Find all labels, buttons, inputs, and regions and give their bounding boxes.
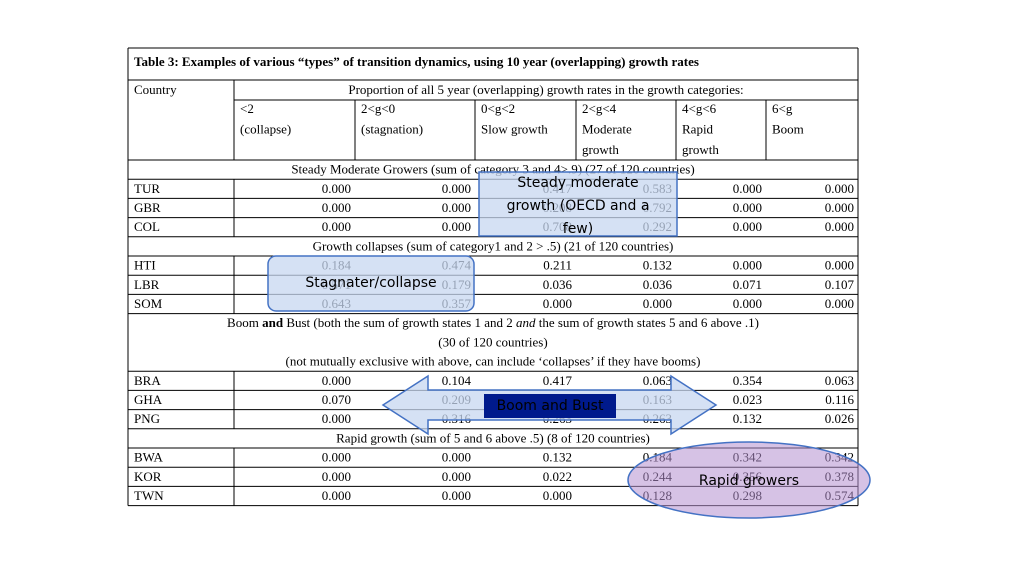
cell-value: 0.000 — [322, 373, 351, 388]
cell-value: 0.132 — [733, 411, 762, 426]
cell-value: 0.000 — [643, 296, 672, 311]
cell-value: 0.000 — [825, 258, 854, 273]
cell-value: 0.000 — [825, 200, 854, 215]
column-header: growth — [582, 142, 619, 157]
section-title: (not mutually exclusive with above, can … — [286, 354, 701, 369]
country: KOR — [134, 469, 162, 484]
country: COL — [134, 219, 160, 234]
cell-value: 0.000 — [543, 296, 572, 311]
column-header: 4<g<6 — [682, 101, 717, 116]
title-part: Growth collapses (sum of category1 and 2… — [313, 238, 674, 253]
cell-value: 0.000 — [733, 296, 762, 311]
section-title: Boom and Bust (both the sum of growth st… — [227, 315, 759, 330]
title-part: and — [262, 315, 284, 330]
cell-value: 0.116 — [825, 392, 854, 407]
cell-value: 0.211 — [543, 258, 572, 273]
column-header: Slow growth — [481, 121, 548, 136]
cell-value: 0.000 — [733, 219, 762, 234]
cell-value: 0.107 — [825, 277, 855, 292]
cell-value: 0.132 — [643, 258, 672, 273]
cell-value: 0.000 — [442, 219, 471, 234]
column-header: Country — [134, 82, 177, 97]
annotation-text: growth (OECD and a — [507, 198, 650, 214]
column-header: Rapid — [682, 121, 714, 136]
annotation-label-bg — [484, 394, 616, 418]
cell-value: 0.104 — [442, 373, 472, 388]
cell-value: 0.063 — [643, 373, 672, 388]
cell-value: 0.063 — [825, 373, 854, 388]
cell-value: 0.023 — [733, 392, 762, 407]
annotation-text: few) — [563, 221, 593, 237]
cell-value: 0.000 — [322, 488, 351, 503]
country: TWN — [134, 488, 164, 503]
column-header: (collapse) — [240, 121, 291, 136]
title-part: Rapid growth (sum of 5 and 6 above .5) (… — [336, 430, 650, 445]
column-header: 2<g<4 — [582, 101, 617, 116]
country: BWA — [134, 450, 164, 465]
cell-value: 0.000 — [733, 200, 762, 215]
column-header: <2 — [240, 101, 254, 116]
country: PNG — [134, 411, 160, 426]
section-title: (30 of 120 countries) — [438, 334, 547, 349]
country: GBR — [134, 200, 161, 215]
table-title: Table 3: Examples of various “types” of … — [134, 54, 699, 69]
cell-value: 0.000 — [442, 200, 471, 215]
cell-value: 0.036 — [643, 277, 673, 292]
annotation-text: Rapid growers — [699, 473, 799, 489]
country: LBR — [134, 277, 160, 292]
column-header: 2<g<0 — [361, 101, 395, 116]
cell-value: 0.354 — [733, 373, 763, 388]
annotation-box — [267, 255, 475, 312]
column-header: growth — [682, 142, 719, 157]
cell-value: 0.000 — [322, 200, 351, 215]
column-header: (stagnation) — [361, 121, 423, 136]
cell-value: 0.000 — [322, 181, 351, 196]
cell-value: 0.000 — [825, 219, 854, 234]
cell-value: 0.000 — [442, 469, 471, 484]
column-header: 6<g — [772, 101, 793, 116]
cell-value: 0.000 — [442, 488, 471, 503]
group-header: Proportion of all 5 year (overlapping) g… — [348, 82, 743, 97]
title-part: (not mutually exclusive with above, can … — [286, 354, 701, 369]
cell-value: 0.070 — [322, 392, 351, 407]
column-header: Boom — [772, 121, 804, 136]
cell-value: 0.000 — [322, 411, 351, 426]
country: SOM — [134, 296, 163, 311]
cell-value: 0.000 — [825, 181, 854, 196]
cell-value: 0.000 — [543, 488, 572, 503]
cell-value: 0.000 — [733, 258, 762, 273]
country: BRA — [134, 373, 161, 388]
country: GHA — [134, 392, 163, 407]
cell-value: 0.071 — [733, 277, 762, 292]
cell-value: 0.000 — [322, 219, 351, 234]
title-part: the sum of growth states 5 and 6 above .… — [535, 315, 758, 330]
annotation-text: Stagnater/collapse — [305, 275, 436, 291]
title-part: Boom — [227, 315, 262, 330]
cell-value: 0.000 — [442, 181, 471, 196]
column-header: Moderate — [582, 121, 632, 136]
cell-value: 0.022 — [543, 469, 572, 484]
annotation-text: Steady moderate — [517, 175, 638, 191]
cell-value: 0.000 — [322, 469, 351, 484]
cell-value: 0.000 — [733, 181, 762, 196]
cell-value: 0.026 — [825, 411, 855, 426]
annotation-text: Boom and Bust — [497, 398, 604, 414]
column-header: 0<g<2 — [481, 101, 515, 116]
section-title: Growth collapses (sum of category1 and 2… — [313, 238, 674, 253]
cell-value: 0.417 — [543, 373, 573, 388]
section-title: Rapid growth (sum of 5 and 6 above .5) (… — [336, 430, 650, 445]
cell-value: 0.036 — [543, 277, 573, 292]
annotation-ellipse — [627, 441, 871, 519]
country: TUR — [134, 181, 160, 196]
annotation-box — [478, 171, 678, 237]
cell-value: 0.000 — [825, 296, 854, 311]
country: HTI — [134, 258, 156, 273]
title-part: Bust (both the sum of growth states 1 an… — [283, 315, 516, 330]
cell-value: 0.000 — [322, 450, 351, 465]
title-part: (30 of 120 countries) — [438, 334, 547, 349]
cell-value: 0.000 — [442, 450, 471, 465]
cell-value: 0.132 — [543, 450, 572, 465]
title-part: and — [516, 315, 536, 330]
